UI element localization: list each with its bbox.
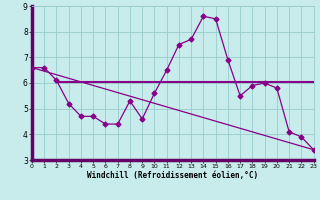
X-axis label: Windchill (Refroidissement éolien,°C): Windchill (Refroidissement éolien,°C) (87, 171, 258, 180)
